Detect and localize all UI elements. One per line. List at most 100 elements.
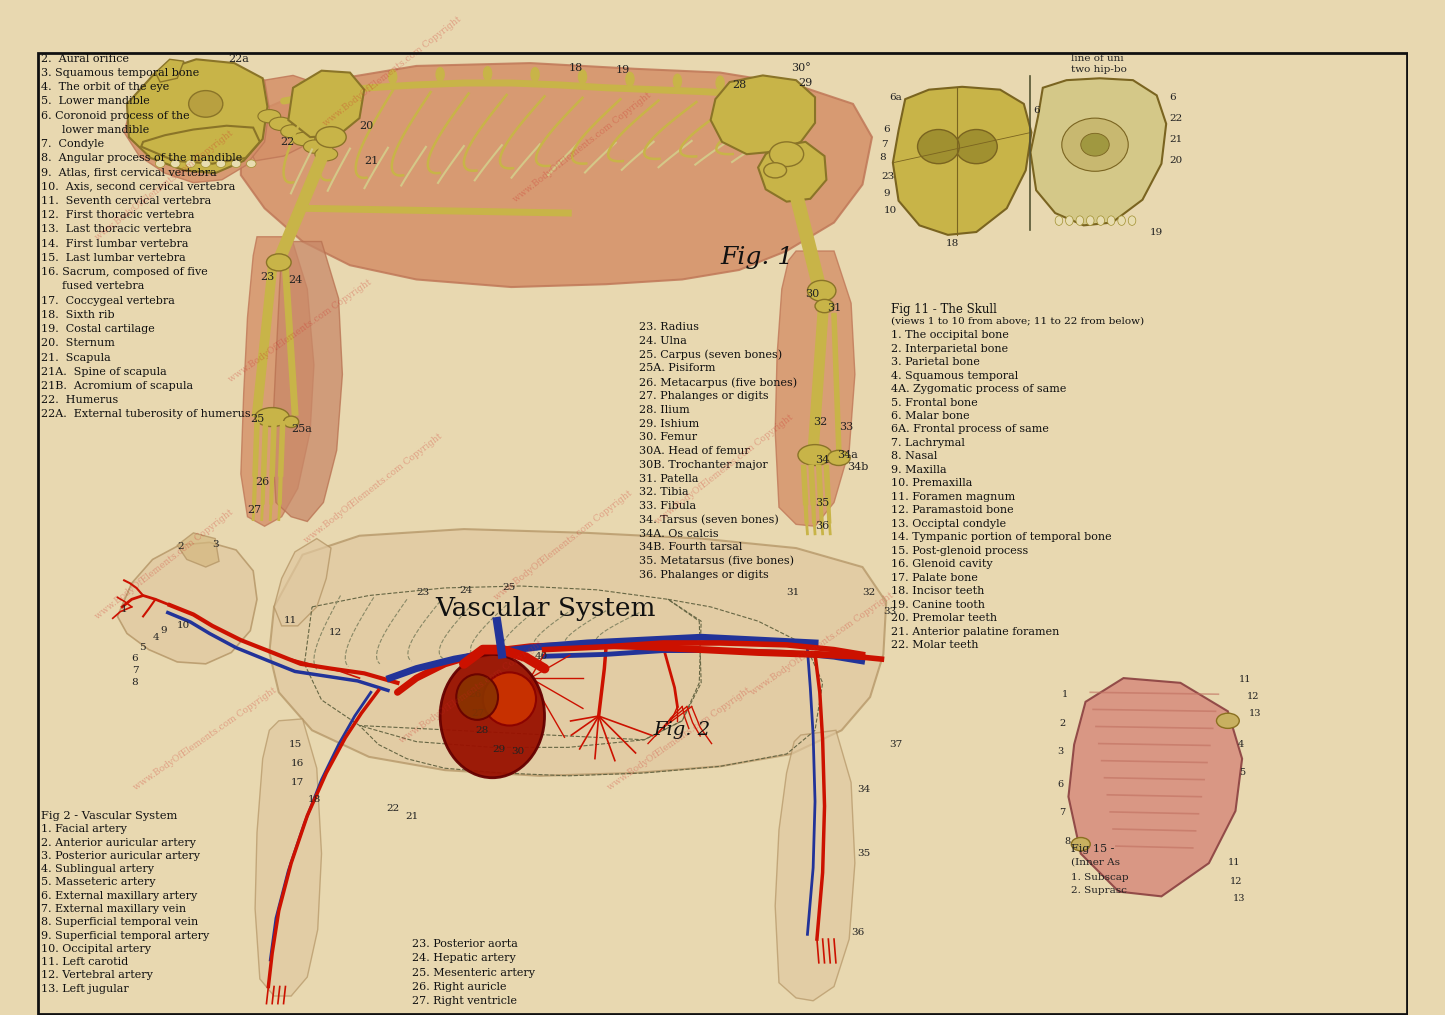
Text: 25: 25 [501,584,514,592]
Text: 16. Glenoid cavity: 16. Glenoid cavity [892,559,993,569]
Text: 8: 8 [131,678,139,687]
Ellipse shape [315,147,338,160]
Text: 21: 21 [1169,135,1182,144]
Text: 11. Left carotid: 11. Left carotid [40,957,127,967]
Text: 18: 18 [946,239,959,248]
Text: 12. Vertebral artery: 12. Vertebral artery [40,970,153,980]
Text: 14. Tympanic portion of temporal bone: 14. Tympanic portion of temporal bone [892,532,1111,542]
Ellipse shape [283,416,299,427]
Text: 21: 21 [405,812,418,821]
Text: 33: 33 [883,607,896,616]
Polygon shape [759,142,827,202]
Ellipse shape [186,160,195,167]
Ellipse shape [1081,133,1110,156]
Ellipse shape [298,80,308,95]
Text: 19: 19 [1150,228,1163,238]
Text: 7: 7 [131,666,139,675]
Ellipse shape [189,90,223,117]
Polygon shape [117,542,257,664]
Text: 2. Suprasc: 2. Suprasc [1071,886,1127,895]
Text: 6. Coronoid process of the: 6. Coronoid process of the [40,111,189,121]
Text: 33. Fibula: 33. Fibula [640,501,696,512]
Text: (views 1 to 10 from above; 11 to 22 from below): (views 1 to 10 from above; 11 to 22 from… [892,317,1144,326]
Text: 8: 8 [1065,836,1071,845]
Polygon shape [156,59,184,82]
Text: 34. Tarsus (seven bones): 34. Tarsus (seven bones) [640,515,779,525]
Text: 34a: 34a [837,451,858,461]
Polygon shape [127,59,267,174]
Text: 31. Patella: 31. Patella [640,474,699,483]
Ellipse shape [786,80,796,95]
Text: 16: 16 [290,759,305,767]
Text: 34b: 34b [847,462,868,472]
Text: 1: 1 [1062,690,1068,699]
Text: 34B. Fourth tarsal: 34B. Fourth tarsal [640,542,743,552]
Ellipse shape [303,140,327,153]
Text: 17: 17 [290,777,305,787]
Text: 18: 18 [568,63,582,73]
Text: 30A. Head of femur: 30A. Head of femur [640,446,750,456]
Text: 6. External maxillary artery: 6. External maxillary artery [40,891,197,900]
Text: 25A. Pisiform: 25A. Pisiform [640,363,715,374]
Text: 31: 31 [786,588,801,597]
Ellipse shape [266,254,290,271]
Text: 12. Paramastoid bone: 12. Paramastoid bone [892,505,1013,516]
Text: www.BodyOfElements.com Copyright: www.BodyOfElements.com Copyright [397,638,543,745]
Text: 20. Premolar teeth: 20. Premolar teeth [892,613,997,623]
Text: 1. Facial artery: 1. Facial artery [40,824,127,834]
Text: 28: 28 [475,726,488,735]
Polygon shape [1068,678,1243,896]
Polygon shape [275,539,331,626]
Text: 11: 11 [283,616,296,625]
Text: 21B.  Acromium of scapula: 21B. Acromium of scapula [40,381,192,391]
Text: 6a: 6a [889,92,902,102]
Text: 15: 15 [289,740,302,749]
Text: 9. Superficial temporal artery: 9. Superficial temporal artery [40,931,210,941]
Text: 12.  First thoracic vertebra: 12. First thoracic vertebra [40,210,194,220]
Text: 10: 10 [883,206,896,215]
Ellipse shape [269,117,292,131]
Ellipse shape [1097,216,1104,225]
Ellipse shape [1055,216,1062,225]
Text: 4: 4 [1237,740,1244,749]
Text: 20: 20 [1169,156,1182,165]
Ellipse shape [341,74,350,89]
Ellipse shape [231,160,241,167]
Ellipse shape [1071,837,1091,851]
Text: 11: 11 [1240,675,1251,684]
Ellipse shape [441,655,545,777]
Text: www.BodyOfElements.com Copyright: www.BodyOfElements.com Copyright [493,489,634,602]
Text: 19.  Costal cartilage: 19. Costal cartilage [40,324,155,334]
Ellipse shape [815,299,834,313]
Text: 12: 12 [1247,692,1260,701]
Ellipse shape [257,110,280,123]
Text: lower mandible: lower mandible [40,125,149,135]
Text: 6A. Frontal process of same: 6A. Frontal process of same [892,424,1049,434]
Text: 23: 23 [881,173,894,182]
Text: 34: 34 [858,786,871,795]
Text: 24. Ulna: 24. Ulna [640,336,688,346]
Text: fused vertebra: fused vertebra [40,281,144,291]
Text: 13.  Last thoracic vertebra: 13. Last thoracic vertebra [40,224,191,234]
Text: 3. Squamous temporal bone: 3. Squamous temporal bone [40,68,199,78]
Text: 2: 2 [1059,719,1065,728]
Polygon shape [142,126,260,163]
Polygon shape [1030,78,1166,225]
Text: 19: 19 [616,65,630,75]
Ellipse shape [201,160,211,167]
Text: 7. External maxillary vein: 7. External maxillary vein [40,904,186,914]
Polygon shape [711,75,815,154]
Text: 6: 6 [1033,106,1040,115]
Text: 26. Right auricle: 26. Right auricle [412,982,506,992]
Text: www.BodyOfElements.com Copyright: www.BodyOfElements.com Copyright [512,90,653,204]
Text: 25. Carpus (seven bones): 25. Carpus (seven bones) [640,350,783,360]
Text: 29. Ishium: 29. Ishium [640,418,699,428]
Ellipse shape [435,67,445,82]
Text: 3: 3 [212,540,220,549]
Text: 32. Tibia: 32. Tibia [640,487,689,497]
Text: 11: 11 [1228,859,1240,868]
Ellipse shape [1062,118,1129,172]
Text: 21: 21 [364,156,379,166]
Text: 37: 37 [889,740,902,749]
Text: 2. Anterior auricular artery: 2. Anterior auricular artery [40,837,195,848]
